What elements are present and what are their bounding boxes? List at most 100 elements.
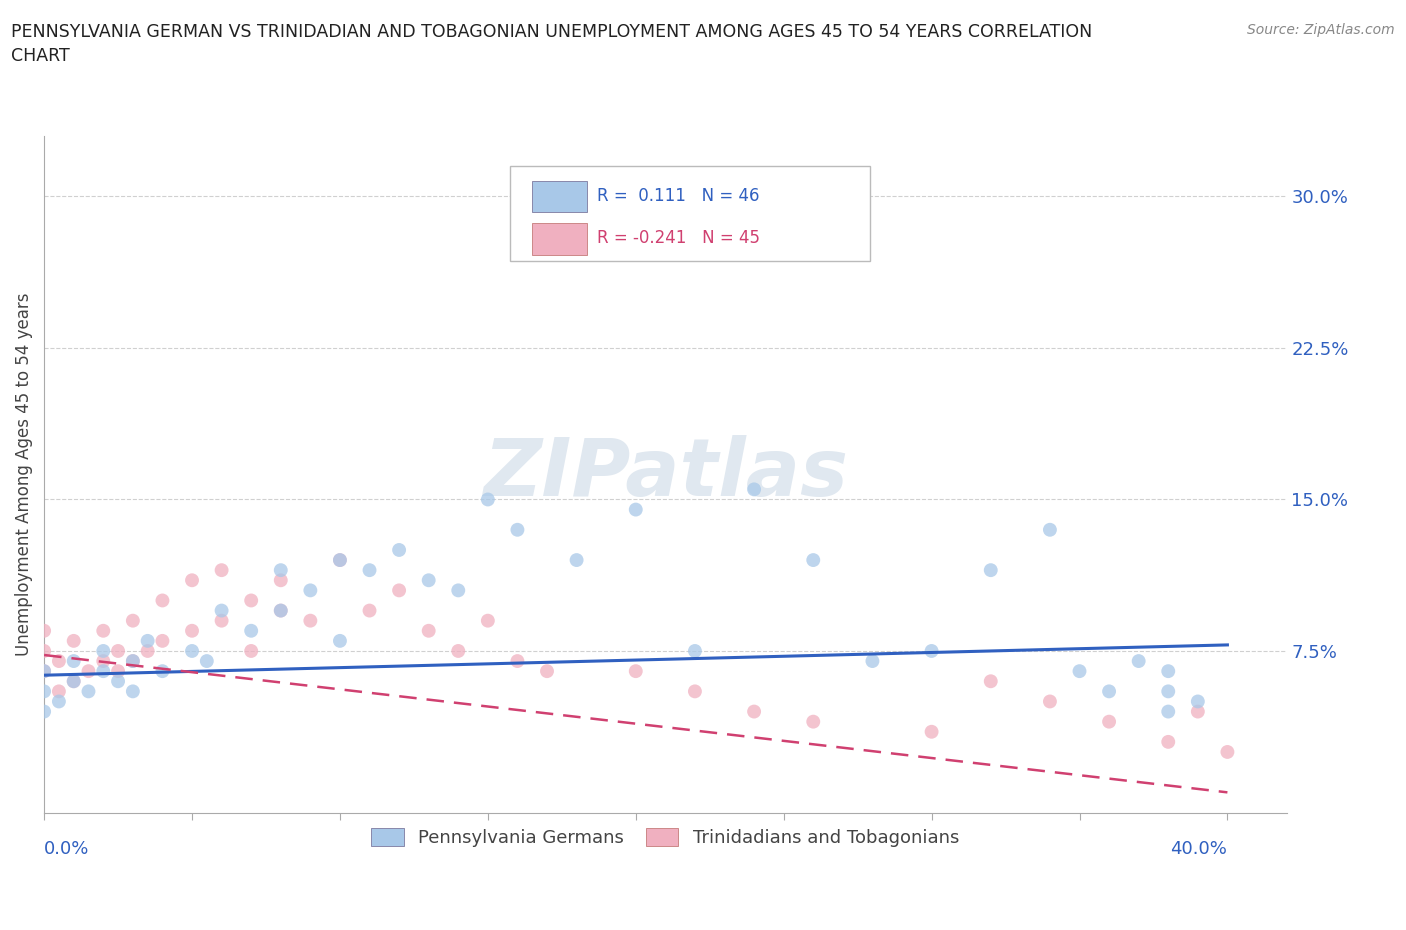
- Point: [862, 654, 884, 669]
- Point: [921, 724, 943, 739]
- Point: [506, 523, 529, 538]
- Point: [418, 573, 440, 588]
- Point: [477, 613, 499, 628]
- Point: [1039, 523, 1062, 538]
- Point: [62, 633, 84, 648]
- Point: [211, 604, 233, 618]
- Point: [801, 552, 824, 567]
- Point: [683, 684, 706, 698]
- Point: [152, 593, 174, 608]
- Point: [1128, 654, 1150, 669]
- Point: [48, 694, 70, 709]
- Point: [107, 644, 129, 658]
- Point: [359, 563, 381, 578]
- Point: [980, 674, 1002, 689]
- Point: [270, 573, 292, 588]
- Point: [980, 563, 1002, 578]
- Point: [1098, 714, 1121, 729]
- Point: [801, 714, 824, 729]
- Point: [1157, 684, 1180, 698]
- Point: [683, 644, 706, 658]
- Point: [136, 644, 159, 658]
- Point: [211, 613, 233, 628]
- Point: [240, 623, 263, 638]
- Point: [447, 644, 470, 658]
- Point: [921, 644, 943, 658]
- Text: 0.0%: 0.0%: [44, 840, 90, 857]
- Point: [388, 542, 411, 557]
- Point: [32, 664, 55, 679]
- FancyBboxPatch shape: [533, 181, 588, 212]
- Point: [772, 240, 794, 255]
- Point: [32, 684, 55, 698]
- Point: [48, 654, 70, 669]
- Text: R = -0.241   N = 45: R = -0.241 N = 45: [598, 230, 761, 247]
- FancyBboxPatch shape: [510, 166, 870, 261]
- Point: [121, 613, 143, 628]
- Text: PENNSYLVANIA GERMAN VS TRINIDADIAN AND TOBAGONIAN UNEMPLOYMENT AMONG AGES 45 TO : PENNSYLVANIA GERMAN VS TRINIDADIAN AND T…: [11, 23, 1092, 65]
- Point: [299, 613, 322, 628]
- Point: [742, 482, 765, 497]
- Point: [195, 654, 218, 669]
- Point: [565, 552, 588, 567]
- Point: [121, 654, 143, 669]
- Point: [181, 573, 204, 588]
- Point: [91, 664, 114, 679]
- Point: [359, 604, 381, 618]
- Point: [1187, 704, 1209, 719]
- Point: [48, 684, 70, 698]
- Point: [91, 623, 114, 638]
- Point: [107, 664, 129, 679]
- Point: [1216, 745, 1239, 760]
- Point: [418, 623, 440, 638]
- Point: [152, 664, 174, 679]
- Point: [270, 604, 292, 618]
- Point: [240, 593, 263, 608]
- Point: [107, 674, 129, 689]
- Point: [181, 644, 204, 658]
- Y-axis label: Unemployment Among Ages 45 to 54 years: Unemployment Among Ages 45 to 54 years: [15, 292, 32, 656]
- Point: [624, 664, 647, 679]
- Point: [32, 644, 55, 658]
- Point: [536, 664, 558, 679]
- Point: [270, 604, 292, 618]
- Text: Source: ZipAtlas.com: Source: ZipAtlas.com: [1247, 23, 1395, 37]
- Point: [91, 654, 114, 669]
- Point: [270, 563, 292, 578]
- Point: [329, 552, 352, 567]
- Point: [62, 674, 84, 689]
- Point: [742, 704, 765, 719]
- Legend: Pennsylvania Germans, Trinidadians and Tobagonians: Pennsylvania Germans, Trinidadians and T…: [364, 821, 966, 855]
- Point: [506, 654, 529, 669]
- Point: [1069, 664, 1091, 679]
- FancyBboxPatch shape: [533, 223, 588, 255]
- Point: [32, 664, 55, 679]
- Point: [32, 704, 55, 719]
- Point: [624, 502, 647, 517]
- Point: [152, 633, 174, 648]
- Point: [1098, 684, 1121, 698]
- Text: R =  0.111   N = 46: R = 0.111 N = 46: [598, 187, 759, 206]
- Point: [121, 684, 143, 698]
- Point: [77, 684, 100, 698]
- Point: [32, 623, 55, 638]
- Point: [447, 583, 470, 598]
- Point: [77, 664, 100, 679]
- Point: [62, 674, 84, 689]
- Point: [181, 623, 204, 638]
- Point: [211, 563, 233, 578]
- Point: [121, 654, 143, 669]
- Point: [299, 583, 322, 598]
- Point: [1157, 704, 1180, 719]
- Point: [1157, 735, 1180, 750]
- Point: [62, 654, 84, 669]
- Point: [329, 552, 352, 567]
- Point: [91, 644, 114, 658]
- Point: [240, 644, 263, 658]
- Point: [388, 583, 411, 598]
- Point: [1039, 694, 1062, 709]
- Point: [136, 633, 159, 648]
- Point: [477, 492, 499, 507]
- Point: [1157, 664, 1180, 679]
- Point: [329, 633, 352, 648]
